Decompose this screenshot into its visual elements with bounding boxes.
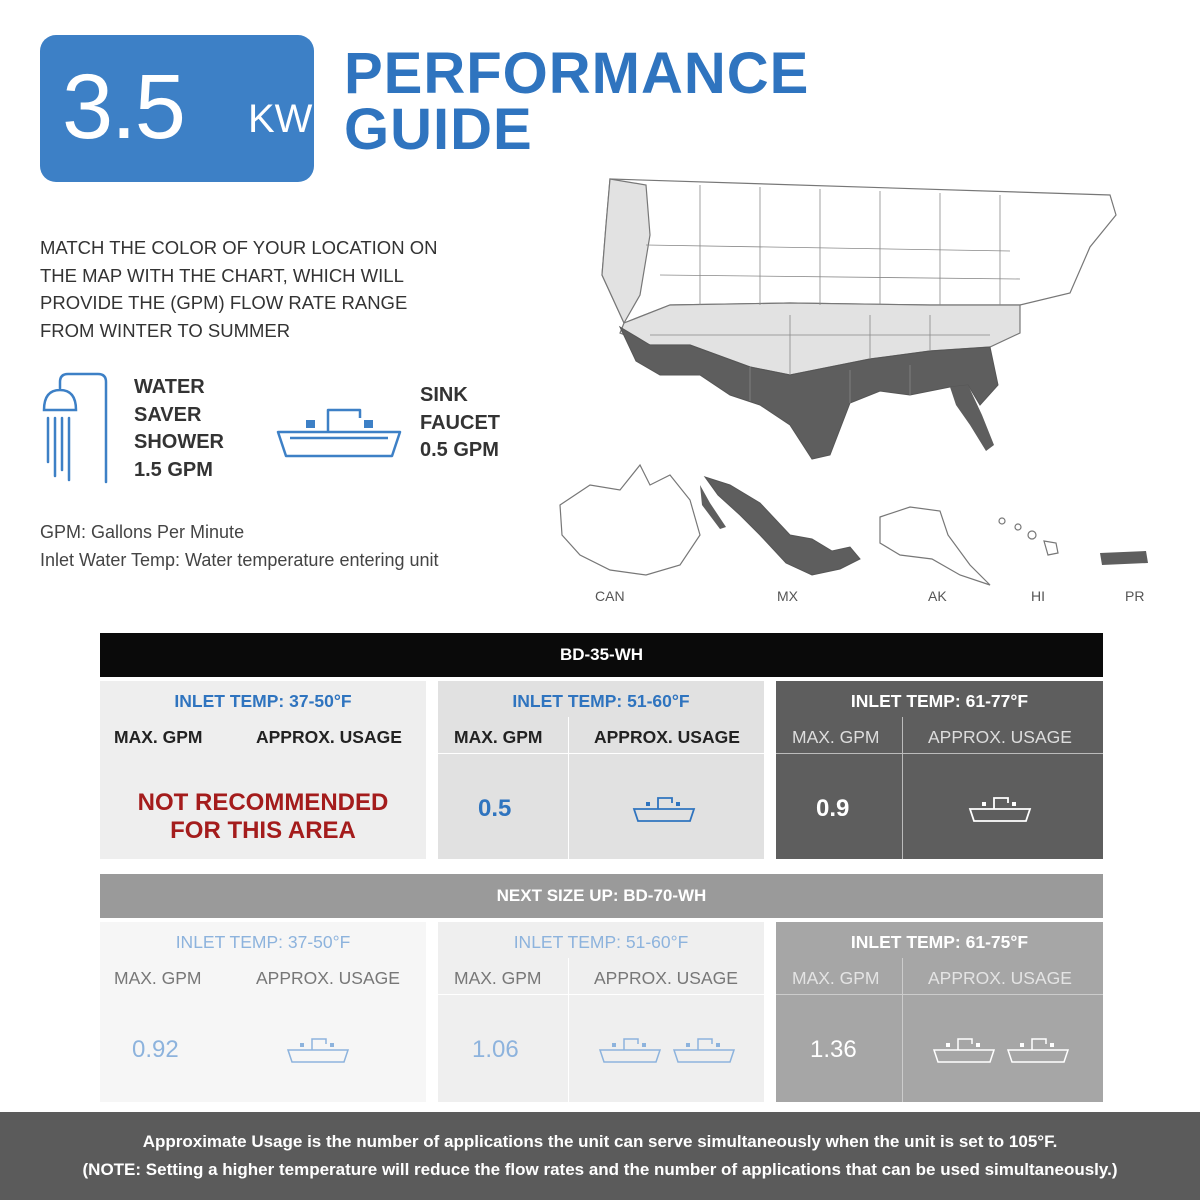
map-label-pr: PR bbox=[1125, 588, 1145, 604]
sink-line-3: 0.5 GPM bbox=[420, 439, 499, 461]
map-label-mx: MX bbox=[777, 588, 798, 604]
alaska-outline bbox=[879, 506, 991, 586]
title-line-1: PERFORMANCE bbox=[344, 41, 810, 106]
intro-text: MATCH THE COLOR OF YOUR LOCATION ON THE … bbox=[40, 234, 520, 344]
sink-faucet-icon bbox=[276, 408, 402, 458]
bd70-zone-mild: INLET TEMP: 51-60°F MAX. GPM APPROX. USA… bbox=[438, 922, 764, 1102]
hawaii-islands bbox=[998, 517, 1059, 556]
gpm-definition: GPM: Gallons Per Minute bbox=[40, 522, 245, 542]
page-title: PERFORMANCE GUIDE bbox=[344, 41, 810, 162]
col-approx-usage: APPROX. USAGE bbox=[256, 968, 400, 988]
intro-line-1: MATCH THE COLOR OF YOUR LOCATION ON bbox=[40, 237, 438, 258]
shower-label: WATER SAVER SHOWER 1.5 GPM bbox=[134, 374, 224, 484]
intro-line-3: PROVIDE THE (GPM) FLOW RATE RANGE bbox=[40, 292, 408, 313]
sink-label: SINK FAUCET 0.5 GPM bbox=[420, 382, 500, 465]
zone-title: INLET TEMP: 51-60°F bbox=[513, 932, 689, 952]
power-value: 3.5 bbox=[62, 56, 186, 158]
col-approx-usage: APPROX. USAGE bbox=[928, 727, 1072, 747]
col-max-gpm: MAX. GPM bbox=[114, 968, 202, 988]
us-west-coast-light bbox=[601, 178, 651, 325]
zone-title: INLET TEMP: 51-60°F bbox=[512, 691, 690, 711]
col-max-gpm: MAX. GPM bbox=[454, 727, 543, 747]
col-max-gpm: MAX. GPM bbox=[792, 727, 880, 747]
zone-title: INLET TEMP: 37-50°F bbox=[175, 932, 351, 952]
zone-title: INLET TEMP: 37-50°F bbox=[174, 691, 352, 711]
max-gpm-value: 0.5 bbox=[478, 795, 512, 822]
bd35-table: BD-35-WH INLET TEMP: 37-50°F MAX. GPM AP… bbox=[100, 633, 1103, 859]
sink-line-2: FAUCET bbox=[420, 411, 500, 434]
intro-line-4: FROM WINTER TO SUMMER bbox=[40, 319, 291, 341]
zone-title: INLET TEMP: 61-77°F bbox=[850, 691, 1029, 711]
sink-usage-icon bbox=[598, 1038, 662, 1063]
col-max-gpm: MAX. GPM bbox=[114, 727, 203, 747]
map-label-hi: HI bbox=[1031, 588, 1045, 604]
not-recommended-line-1: NOT RECOMMENDED bbox=[137, 789, 389, 816]
shower-icon bbox=[42, 372, 108, 484]
max-gpm-value: 0.92 bbox=[132, 1036, 179, 1063]
definitions: GPM: Gallons Per Minute Inlet Water Temp… bbox=[40, 518, 439, 574]
map-label-ak: AK bbox=[928, 588, 947, 604]
bd35-zone-mild: INLET TEMP: 51-60°F MAX. GPM APPROX. USA… bbox=[438, 681, 764, 859]
bd70-zone-warm: INLET TEMP: 61-75°F MAX. GPM APPROX. USA… bbox=[776, 922, 1103, 1102]
bd35-zone-warm: INLET TEMP: 61-77°F MAX. GPM APPROX. USA… bbox=[776, 681, 1103, 859]
shower-line-3: SHOWER bbox=[134, 431, 224, 453]
region-map bbox=[559, 178, 1148, 586]
not-recommended-message: NOT RECOMMENDED FOR THIS AREA bbox=[100, 789, 426, 845]
max-gpm-value: 1.36 bbox=[810, 1036, 857, 1063]
col-approx-usage: APPROX. USAGE bbox=[594, 727, 740, 747]
sink-usage-icon bbox=[1006, 1038, 1070, 1063]
intro-line-2: THE MAP WITH THE CHART, WHICH WILL bbox=[40, 264, 404, 286]
sink-usage-icon bbox=[632, 797, 696, 822]
max-gpm-value: 0.9 bbox=[816, 795, 850, 822]
col-approx-usage: APPROX. USAGE bbox=[256, 727, 402, 747]
sink-usage-icon bbox=[968, 797, 1032, 822]
shower-line-4: 1.5 GPM bbox=[134, 458, 213, 481]
florida bbox=[950, 385, 994, 451]
inlet-temp-definition: Inlet Water Temp: Water temperature ente… bbox=[40, 550, 439, 570]
shower-line-2: SAVER bbox=[134, 403, 202, 426]
bd70-zone-cold: INLET TEMP: 37-50°F MAX. GPM APPROX. USA… bbox=[100, 922, 426, 1102]
map-label-can: CAN bbox=[595, 588, 625, 604]
bd35-zone-cold: INLET TEMP: 37-50°F MAX. GPM APPROX. USA… bbox=[100, 681, 426, 859]
power-unit: KW bbox=[248, 97, 313, 141]
puerto-rico bbox=[1100, 551, 1148, 565]
sink-usage-icon bbox=[286, 1038, 350, 1063]
bd35-header: BD-35-WH bbox=[100, 633, 1103, 677]
footer-line-2: (NOTE: Setting a higher temperature will… bbox=[82, 1160, 1118, 1179]
col-approx-usage: APPROX. USAGE bbox=[594, 968, 738, 988]
title-line-2: GUIDE bbox=[344, 97, 533, 162]
shower-line-1: WATER bbox=[134, 376, 205, 398]
not-recommended-line-2: FOR THIS AREA bbox=[170, 817, 356, 844]
footer-note: Approximate Usage is the number of appli… bbox=[0, 1112, 1200, 1200]
power-badge: 3.5 KW bbox=[40, 35, 314, 182]
us-south-region bbox=[618, 325, 999, 460]
mexico-outline bbox=[703, 476, 861, 576]
sink-usage-icon bbox=[932, 1038, 996, 1063]
baja bbox=[700, 485, 726, 529]
us-north-region bbox=[601, 178, 1117, 324]
bd70-header: NEXT SIZE UP: BD-70-WH bbox=[100, 874, 1103, 918]
col-max-gpm: MAX. GPM bbox=[454, 968, 542, 988]
sink-usage-icon bbox=[672, 1038, 736, 1063]
col-approx-usage: APPROX. USAGE bbox=[928, 968, 1072, 988]
footer-line-1: Approximate Usage is the number of appli… bbox=[142, 1132, 1058, 1151]
zone-title: INLET TEMP: 61-75°F bbox=[850, 932, 1029, 952]
col-max-gpm: MAX. GPM bbox=[792, 968, 880, 988]
canada-outline bbox=[559, 463, 701, 576]
sink-line-1: SINK bbox=[420, 384, 468, 406]
bd70-table: NEXT SIZE UP: BD-70-WH INLET TEMP: 37-50… bbox=[100, 874, 1103, 1102]
max-gpm-value: 1.06 bbox=[472, 1036, 519, 1063]
